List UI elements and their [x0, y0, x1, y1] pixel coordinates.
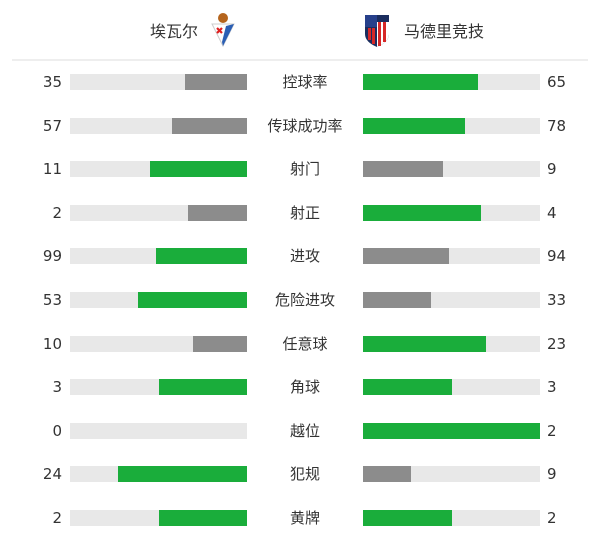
away-value: 2	[547, 421, 557, 440]
stat-label: 犯规	[289, 465, 320, 484]
stat-label: 控球率	[282, 73, 328, 91]
away-value: 4	[547, 203, 557, 222]
stat-label: 进攻	[289, 247, 320, 266]
away-bar-fill	[363, 292, 431, 308]
home-value: 53	[42, 291, 62, 309]
home-bar-fill	[118, 466, 247, 483]
away-bar-fill	[363, 466, 412, 483]
stat-label: 射正	[289, 203, 320, 222]
away-bar-track	[363, 248, 540, 265]
away-value: 94	[547, 247, 567, 266]
home-bar-fill	[158, 379, 247, 396]
away-bar-track	[363, 379, 540, 396]
home-bar-fill	[158, 510, 247, 526]
away-bar-fill	[363, 422, 540, 439]
away-bar-track	[363, 292, 540, 308]
stat-label: 危险进攻	[274, 291, 335, 309]
stat-row: 11 射门 9	[0, 159, 600, 179]
stat-row: 35 控球率 65	[0, 72, 600, 92]
away-bar-track	[363, 422, 540, 439]
away-value: 9	[547, 160, 557, 179]
away-bar-fill	[363, 335, 487, 352]
away-value: 78	[547, 116, 567, 135]
stat-row: 0 越位 2	[0, 421, 600, 441]
home-bar-fill	[137, 292, 247, 308]
home-bar-track	[70, 466, 247, 483]
away-value: 65	[547, 73, 567, 91]
stat-row: 99 进攻 94	[0, 246, 600, 266]
stat-label: 角球	[289, 378, 320, 397]
away-value: 23	[547, 334, 567, 353]
stat-label: 传球成功率	[267, 116, 343, 135]
stat-row: 3 角球 3	[0, 377, 600, 397]
away-bar-track	[363, 74, 540, 90]
stat-label: 黄牌	[289, 509, 320, 527]
away-value: 3	[547, 378, 557, 397]
away-team[interactable]: 马德里竞技	[362, 12, 484, 48]
stat-row: 53 危险进攻 33	[0, 290, 600, 310]
stat-row: 10 任意球 23	[0, 334, 600, 354]
home-team[interactable]: 埃瓦尔	[150, 12, 238, 48]
atletico-madrid-crest-icon	[362, 12, 392, 48]
home-value: 2	[52, 509, 62, 527]
away-value: 33	[547, 291, 567, 309]
away-value: 2	[547, 509, 557, 527]
home-bar-fill	[149, 161, 247, 178]
away-bar-track	[363, 204, 540, 221]
home-value: 99	[42, 247, 62, 266]
away-bar-fill	[363, 379, 452, 396]
away-bar-track	[363, 117, 540, 134]
home-value: 3	[52, 378, 62, 397]
match-header: 埃瓦尔 马德里竞技	[0, 0, 600, 60]
home-value: 2	[52, 203, 62, 222]
away-bar-track	[363, 161, 540, 178]
away-bar-fill	[363, 248, 450, 265]
stat-row: 2 黄牌 2	[0, 508, 600, 528]
away-team-name: 马德里竞技	[404, 22, 485, 41]
away-bar-fill	[363, 117, 466, 134]
away-bar-fill	[363, 74, 479, 90]
home-value: 10	[42, 334, 62, 353]
home-bar-track	[70, 74, 247, 90]
home-bar-fill	[156, 248, 247, 265]
stat-row: 24 犯规 9	[0, 464, 600, 484]
header-divider	[12, 59, 588, 61]
stat-label: 越位	[289, 421, 320, 440]
away-bar-track	[363, 510, 540, 526]
home-value: 0	[52, 421, 62, 440]
home-bar-fill	[193, 335, 247, 352]
eibar-crest-icon	[208, 12, 238, 48]
home-bar-track	[70, 379, 247, 396]
home-value: 35	[42, 73, 62, 91]
home-bar-track	[70, 248, 247, 265]
home-value: 24	[42, 465, 62, 484]
home-value: 57	[42, 116, 62, 135]
stat-label: 任意球	[282, 334, 328, 353]
away-bar-track	[363, 335, 540, 352]
home-bar-track	[70, 335, 247, 352]
home-bar-track	[70, 422, 247, 439]
home-bar-fill	[188, 204, 247, 221]
home-bar-fill	[172, 117, 247, 134]
home-bar-track	[70, 161, 247, 178]
home-bar-track	[70, 510, 247, 526]
home-bar-fill	[185, 74, 247, 90]
home-team-name: 埃瓦尔	[150, 22, 199, 41]
away-bar-fill	[363, 161, 443, 178]
stat-row: 57 传球成功率 78	[0, 116, 600, 136]
home-bar-track	[70, 204, 247, 221]
away-bar-fill	[363, 510, 452, 526]
away-bar-fill	[363, 204, 481, 221]
home-bar-track	[70, 117, 247, 134]
stat-label: 射门	[289, 160, 320, 179]
away-bar-track	[363, 466, 540, 483]
home-value: 11	[42, 160, 62, 179]
home-bar-track	[70, 292, 247, 308]
away-value: 9	[547, 465, 557, 484]
stat-row: 2 射正 4	[0, 203, 600, 223]
